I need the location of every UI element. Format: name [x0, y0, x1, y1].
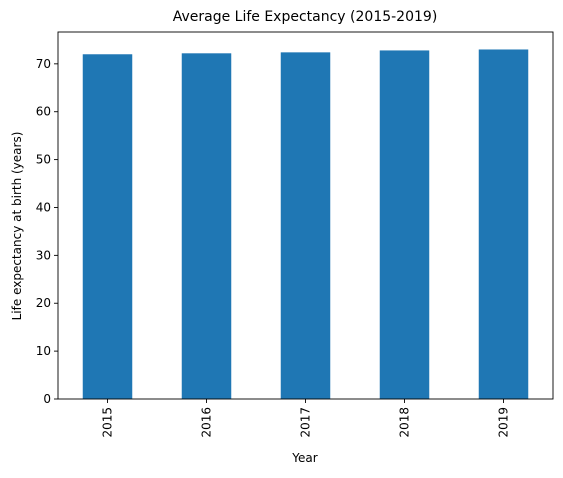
x-tick-label-2017: 2017 — [299, 407, 313, 438]
x-tick-label-2019: 2019 — [497, 407, 511, 438]
chart-title: Average Life Expectancy (2015-2019) — [173, 9, 438, 25]
bar-2017 — [280, 52, 331, 399]
y-tick-label-60: 60 — [36, 105, 51, 119]
y-tick-label-30: 30 — [36, 248, 51, 262]
bar-2015 — [82, 54, 133, 399]
bar-2019 — [478, 49, 529, 399]
y-tick-label-70: 70 — [36, 57, 51, 71]
x-tick-label-2018: 2018 — [398, 407, 412, 438]
x-tick-label-2016: 2016 — [200, 407, 214, 438]
bar-2018 — [379, 50, 430, 400]
y-tick-label-0: 0 — [43, 392, 51, 406]
y-tick-label-20: 20 — [36, 296, 51, 310]
plot-frame — [57, 31, 554, 400]
y-tick-label-10: 10 — [36, 344, 51, 358]
y-tick-label-50: 50 — [36, 153, 51, 167]
x-tick-label-2015: 2015 — [101, 407, 115, 438]
bar-2016 — [181, 53, 232, 400]
y-axis-label: Life expectancy at birth (years) — [10, 132, 24, 321]
x-axis-label: Year — [291, 451, 317, 465]
y-tick-label-40: 40 — [36, 200, 51, 214]
